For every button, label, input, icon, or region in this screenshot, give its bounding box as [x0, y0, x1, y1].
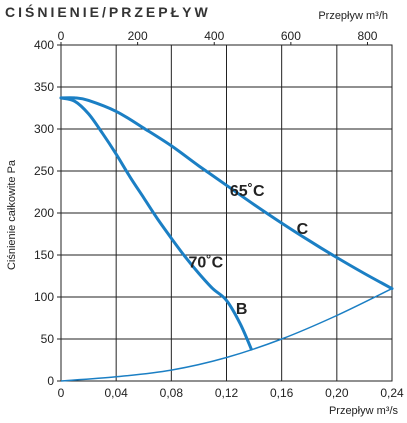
x2-tick-label: 600	[281, 29, 301, 43]
y-tick-label: 0	[47, 374, 54, 388]
y-axis-label: Ciśnienie całkowite Pa	[6, 159, 18, 270]
curve-annotations: 65˚C C 70˚C B	[188, 183, 308, 318]
annotation-label: 65˚C	[230, 183, 265, 200]
y-tick-label: 350	[34, 80, 54, 94]
annotation-label: C	[297, 221, 309, 238]
y-tick-label: 200	[34, 206, 54, 220]
x2-axis-label: Przepływ m³/h	[318, 10, 388, 22]
x-tick-label: 0,16	[270, 386, 294, 400]
y-tick-label: 100	[34, 290, 54, 304]
y-tick-label: 50	[41, 332, 55, 346]
x-tick-label: 0,08	[160, 386, 184, 400]
x-tick-label: 0,20	[325, 386, 349, 400]
x2-tick-label: 200	[128, 29, 148, 43]
y-tick-label: 400	[34, 38, 54, 52]
system-curve	[60, 287, 393, 382]
curve-b	[59, 96, 253, 351]
y-tick-label: 300	[34, 122, 54, 136]
x2-tick-label: 800	[357, 29, 377, 43]
x2-tick-label: 0	[58, 29, 65, 43]
x-tick-label: 0,12	[215, 386, 239, 400]
x-axis-label: Przepływ m³/s	[329, 405, 399, 417]
y-tick-label: 150	[34, 248, 54, 262]
x-tick-label: 0,04	[104, 386, 128, 400]
x2-tick-label: 400	[204, 29, 224, 43]
curve-c	[59, 96, 394, 291]
tick-labels: 0 0,04 0,08 0,12 0,16 0,20 0,24 0 200 400 600 800 0 5…	[34, 29, 404, 400]
series-curves	[59, 96, 394, 382]
chart-title: CIŚNIENIE/PRZEPŁYW	[5, 3, 211, 20]
annotation-label: 70˚C	[188, 255, 223, 272]
annotation-label: B	[236, 301, 248, 318]
x-tick-label: 0,24	[380, 386, 404, 400]
x-tick-label: 0	[58, 386, 65, 400]
grid	[57, 42, 393, 382]
y-tick-label: 250	[34, 164, 54, 178]
